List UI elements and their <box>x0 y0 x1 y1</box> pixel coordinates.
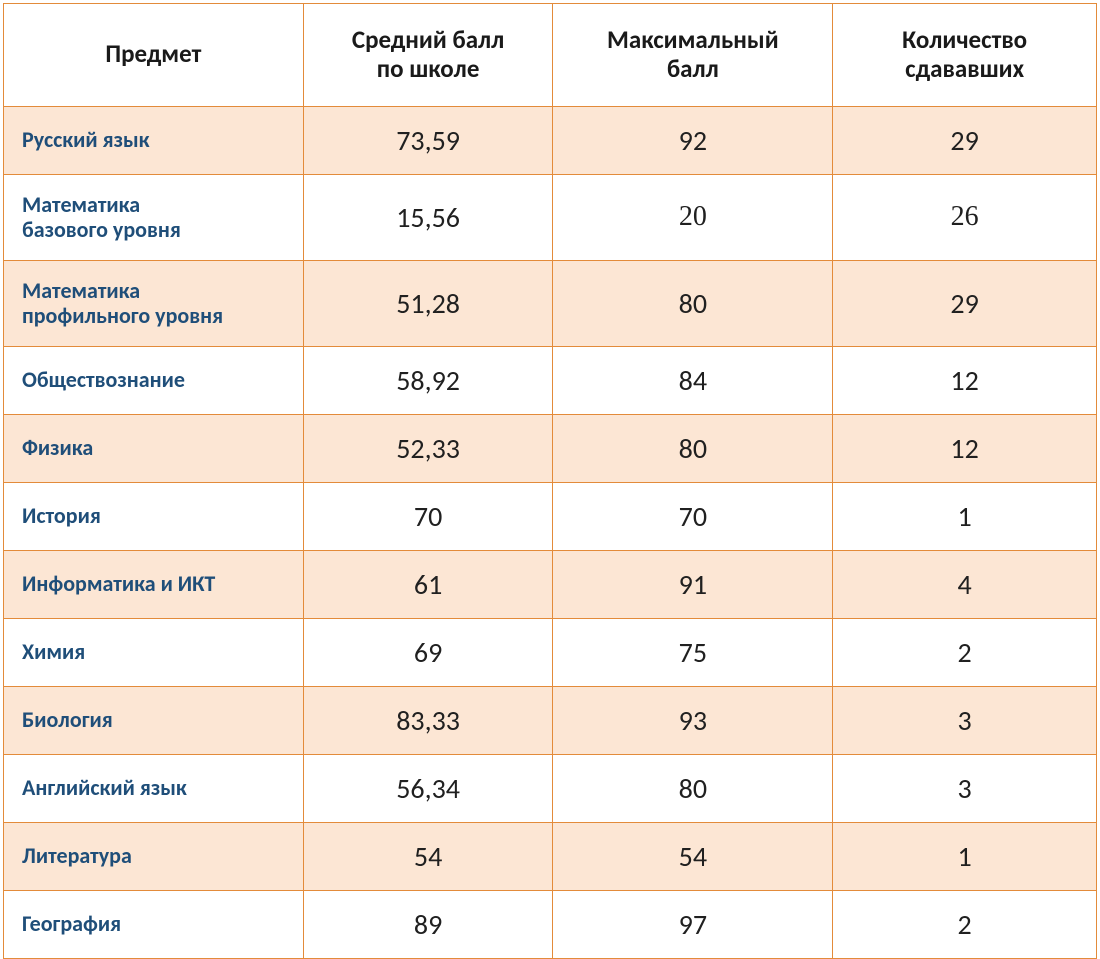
cell-count: 29 <box>833 106 1097 174</box>
header-avg-l2: по школе <box>377 53 480 84</box>
cell-count: 2 <box>833 618 1097 686</box>
cell-count: 26 <box>833 174 1097 260</box>
cell-subject: Химия <box>4 618 304 686</box>
cell-avg: 83,33 <box>303 686 553 754</box>
cell-max: 84 <box>553 346 833 414</box>
cell-subject: Информатика и ИКТ <box>4 550 304 618</box>
header-count-l2: сдававших <box>905 53 1024 84</box>
cell-max: 93 <box>553 686 833 754</box>
table-header-row: Предмет Средний балл по школе Максимальн… <box>4 4 1097 107</box>
cell-subject: Литература <box>4 822 304 890</box>
cell-subject: География <box>4 890 304 958</box>
cell-avg: 61 <box>303 550 553 618</box>
cell-max: 80 <box>553 414 833 482</box>
cell-subject: Английский язык <box>4 754 304 822</box>
header-max: Максимальный балл <box>553 4 833 107</box>
cell-max: 80 <box>553 754 833 822</box>
cell-max: 92 <box>553 106 833 174</box>
table-row: Биология 83,33 93 3 <box>4 686 1097 754</box>
table-row: Английский язык 56,34 80 3 <box>4 754 1097 822</box>
table-row: История 70 70 1 <box>4 482 1097 550</box>
cell-max: 91 <box>553 550 833 618</box>
cell-subject: Физика <box>4 414 304 482</box>
cell-count: 12 <box>833 414 1097 482</box>
cell-avg: 52,33 <box>303 414 553 482</box>
header-max-l2: балл <box>667 53 719 84</box>
cell-avg: 51,28 <box>303 260 553 346</box>
table-row: Физика 52,33 80 12 <box>4 414 1097 482</box>
cell-avg: 70 <box>303 482 553 550</box>
cell-subject: Математика профильного уровня <box>4 260 304 346</box>
cell-count: 12 <box>833 346 1097 414</box>
cell-subject-l1: Математика <box>22 191 140 218</box>
cell-max: 70 <box>553 482 833 550</box>
cell-count: 4 <box>833 550 1097 618</box>
cell-subject: Биология <box>4 686 304 754</box>
cell-count: 3 <box>833 754 1097 822</box>
cell-avg: 54 <box>303 822 553 890</box>
table-row: Химия 69 75 2 <box>4 618 1097 686</box>
table-row: Обществознание 58,92 84 12 <box>4 346 1097 414</box>
header-subject: Предмет <box>4 4 304 107</box>
cell-avg: 69 <box>303 618 553 686</box>
cell-subject-l2: профильного уровня <box>22 302 223 329</box>
cell-max: 54 <box>553 822 833 890</box>
cell-max: 75 <box>553 618 833 686</box>
cell-subject-l1: Математика <box>22 277 140 304</box>
cell-avg: 73,59 <box>303 106 553 174</box>
exam-results-table: Предмет Средний балл по школе Максимальн… <box>3 3 1097 959</box>
header-count-l1: Количество <box>902 24 1027 55</box>
table-row: Литература 54 54 1 <box>4 822 1097 890</box>
cell-subject: История <box>4 482 304 550</box>
header-avg: Средний балл по школе <box>303 4 553 107</box>
header-avg-l1: Средний балл <box>352 24 505 55</box>
cell-count: 1 <box>833 482 1097 550</box>
cell-count: 29 <box>833 260 1097 346</box>
cell-count: 3 <box>833 686 1097 754</box>
cell-count: 1 <box>833 822 1097 890</box>
table-row: Математика базового уровня 15,56 20 26 <box>4 174 1097 260</box>
cell-subject-l2: базового уровня <box>22 216 181 243</box>
cell-subject: Русский язык <box>4 106 304 174</box>
cell-max: 97 <box>553 890 833 958</box>
header-count: Количество сдававших <box>833 4 1097 107</box>
cell-max: 80 <box>553 260 833 346</box>
header-max-l1: Максимальный <box>607 24 779 55</box>
cell-avg: 15,56 <box>303 174 553 260</box>
table-row: Русский язык 73,59 92 29 <box>4 106 1097 174</box>
table-row: Информатика и ИКТ 61 91 4 <box>4 550 1097 618</box>
cell-avg: 89 <box>303 890 553 958</box>
table-row: География 89 97 2 <box>4 890 1097 958</box>
table-row: Математика профильного уровня 51,28 80 2… <box>4 260 1097 346</box>
cell-max: 20 <box>553 174 833 260</box>
cell-avg: 56,34 <box>303 754 553 822</box>
cell-subject: Математика базового уровня <box>4 174 304 260</box>
cell-count: 2 <box>833 890 1097 958</box>
cell-subject: Обществознание <box>4 346 304 414</box>
cell-avg: 58,92 <box>303 346 553 414</box>
